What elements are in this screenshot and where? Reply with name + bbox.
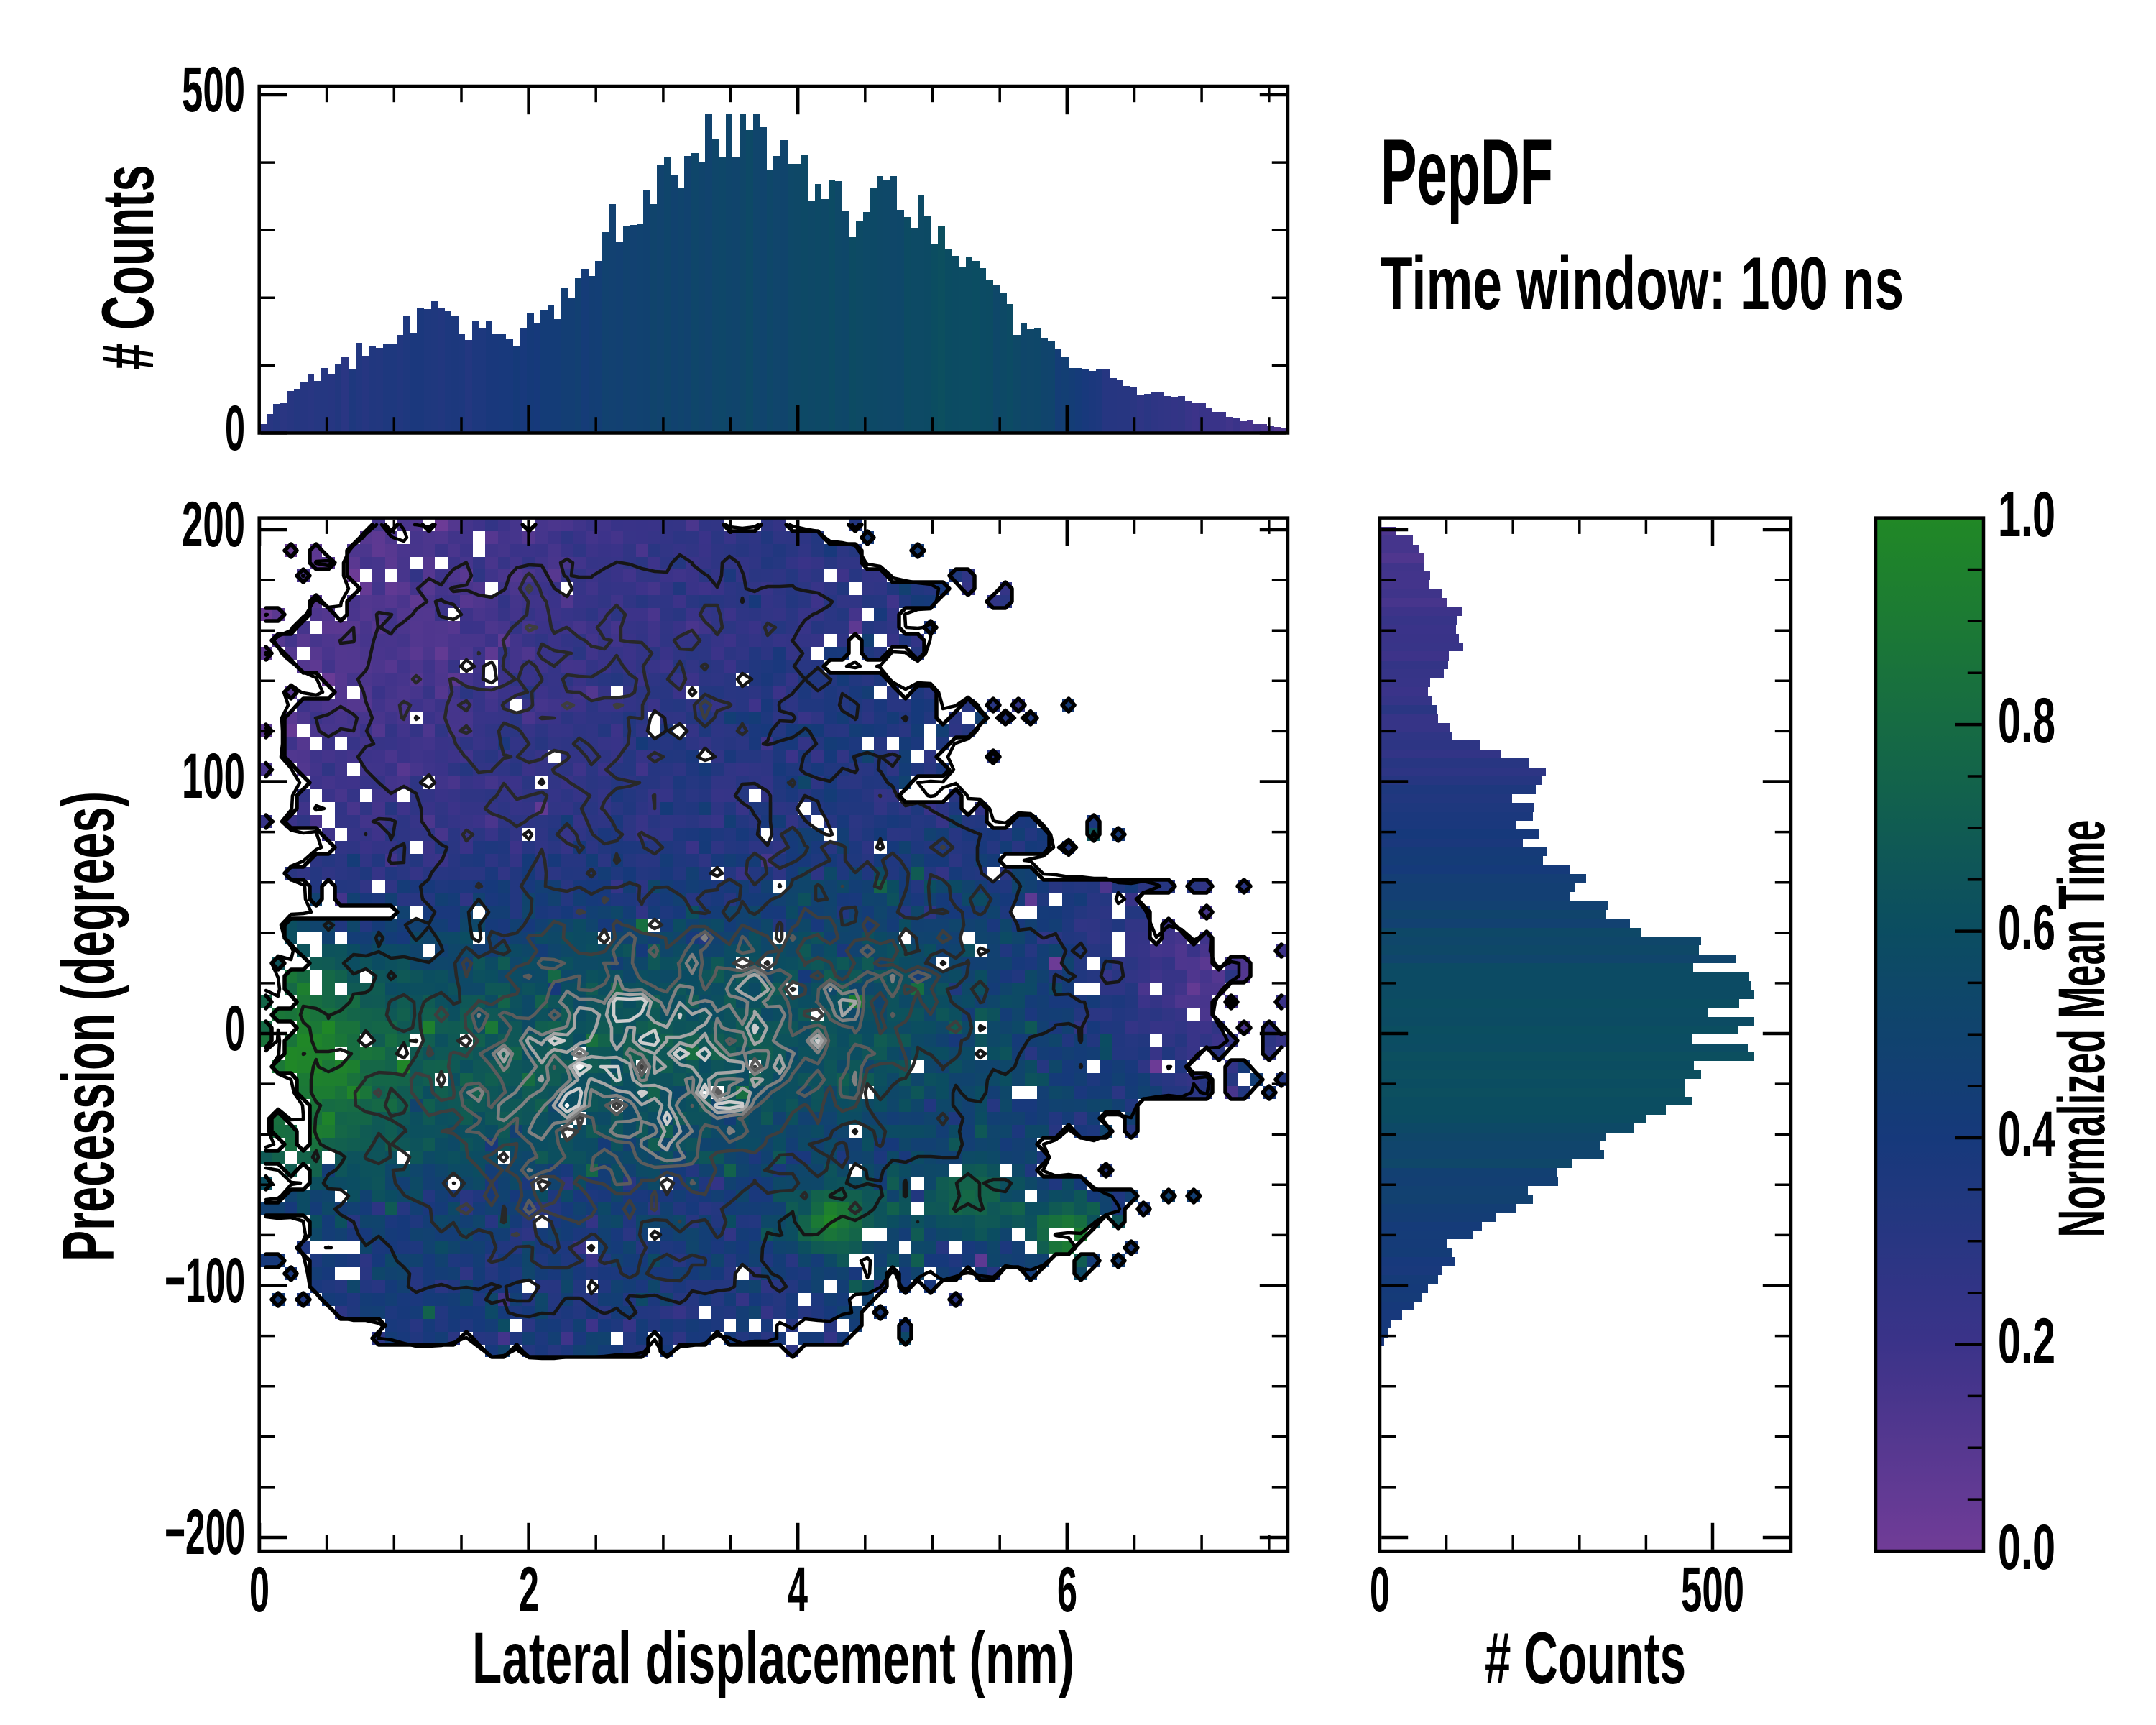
svg-text:0: 0 <box>249 1553 270 1625</box>
svg-text:Precession (degrees): Precession (degrees) <box>47 791 129 1261</box>
svg-text:6: 6 <box>1057 1553 1077 1625</box>
svg-text:0.0: 0.0 <box>1998 1511 2055 1583</box>
svg-text:−200: −200 <box>165 1496 245 1568</box>
svg-text:500: 500 <box>182 53 245 125</box>
svg-text:Lateral displacement (nm): Lateral displacement (nm) <box>472 1617 1074 1699</box>
svg-text:0.8: 0.8 <box>1998 684 2055 756</box>
svg-text:4: 4 <box>788 1553 808 1625</box>
svg-text:0: 0 <box>1370 1553 1390 1625</box>
svg-text:# Counts: # Counts <box>1485 1617 1686 1699</box>
svg-text:Time window: 100 ns: Time window: 100 ns <box>1381 242 1904 326</box>
svg-text:0.4: 0.4 <box>1998 1098 2055 1169</box>
svg-text:0.6: 0.6 <box>1998 891 2055 963</box>
svg-text:0.2: 0.2 <box>1998 1305 2055 1376</box>
svg-text:200: 200 <box>182 488 245 560</box>
svg-text:# Counts: # Counts <box>87 165 169 370</box>
svg-text:0: 0 <box>225 392 245 464</box>
svg-text:Normalized Mean Time: Normalized Mean Time <box>2045 820 2119 1238</box>
svg-text:2: 2 <box>519 1553 539 1625</box>
svg-text:−100: −100 <box>165 1244 245 1316</box>
svg-text:500: 500 <box>1681 1553 1744 1625</box>
svg-text:100: 100 <box>182 740 245 811</box>
svg-text:PepDF: PepDF <box>1381 119 1553 224</box>
svg-text:1.0: 1.0 <box>1998 478 2055 550</box>
svg-text:0: 0 <box>225 992 245 1064</box>
